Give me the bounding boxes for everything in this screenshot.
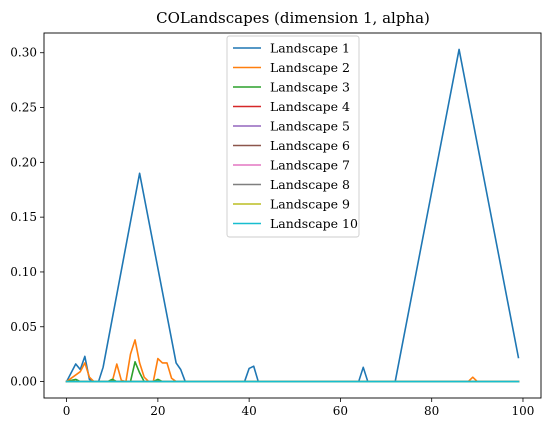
legend-label: Landscape 7 — [270, 158, 350, 173]
x-tick-label: 60 — [333, 404, 348, 418]
x-tick-label: 40 — [242, 404, 257, 418]
x-tick-label: 20 — [150, 404, 165, 418]
y-tick-label: 0.15 — [10, 210, 37, 224]
axes-frame — [43, 32, 542, 399]
y-tick-label: 0.20 — [10, 155, 37, 169]
x-tick-label: 0 — [63, 404, 71, 418]
legend-label: Landscape 4 — [270, 99, 350, 114]
x-tick-label: 100 — [512, 404, 535, 418]
legend-label: Landscape 10 — [270, 216, 358, 231]
y-tick-label: 0.25 — [10, 101, 37, 115]
y-tick-label: 0.05 — [10, 320, 37, 334]
legend-label: Landscape 1 — [270, 41, 350, 56]
legend-label: Landscape 3 — [270, 80, 350, 95]
legend-label: Landscape 5 — [270, 119, 350, 134]
plot-area: 0 20 40 60 80 100 0.00 0.05 0.10 0.15 0.20 0.25 0.3… — [10, 32, 542, 418]
series-line-3 — [65, 361, 520, 383]
y-tick-label: 0.30 — [10, 46, 37, 60]
x-axis: 0 20 40 60 80 100 — [63, 398, 535, 418]
legend-label: Landscape 8 — [270, 177, 350, 192]
legend-label: Landscape 2 — [270, 60, 350, 75]
x-tick-label: 80 — [424, 404, 439, 418]
legend-label: Landscape 9 — [270, 197, 350, 212]
y-tick-label: 0.10 — [10, 265, 37, 279]
series-line-2 — [65, 339, 520, 383]
y-axis: 0.00 0.05 0.10 0.15 0.20 0.25 0.30 — [10, 46, 44, 389]
legend-label: Landscape 6 — [270, 138, 350, 153]
chart-title: COLandscapes (dimension 1, alpha) — [156, 9, 430, 27]
series-layer — [65, 48, 520, 383]
y-tick-label: 0.00 — [10, 375, 37, 389]
legend: Landscape 1 Landscape 2 Landscape 3 Landsca… — [226, 35, 360, 238]
